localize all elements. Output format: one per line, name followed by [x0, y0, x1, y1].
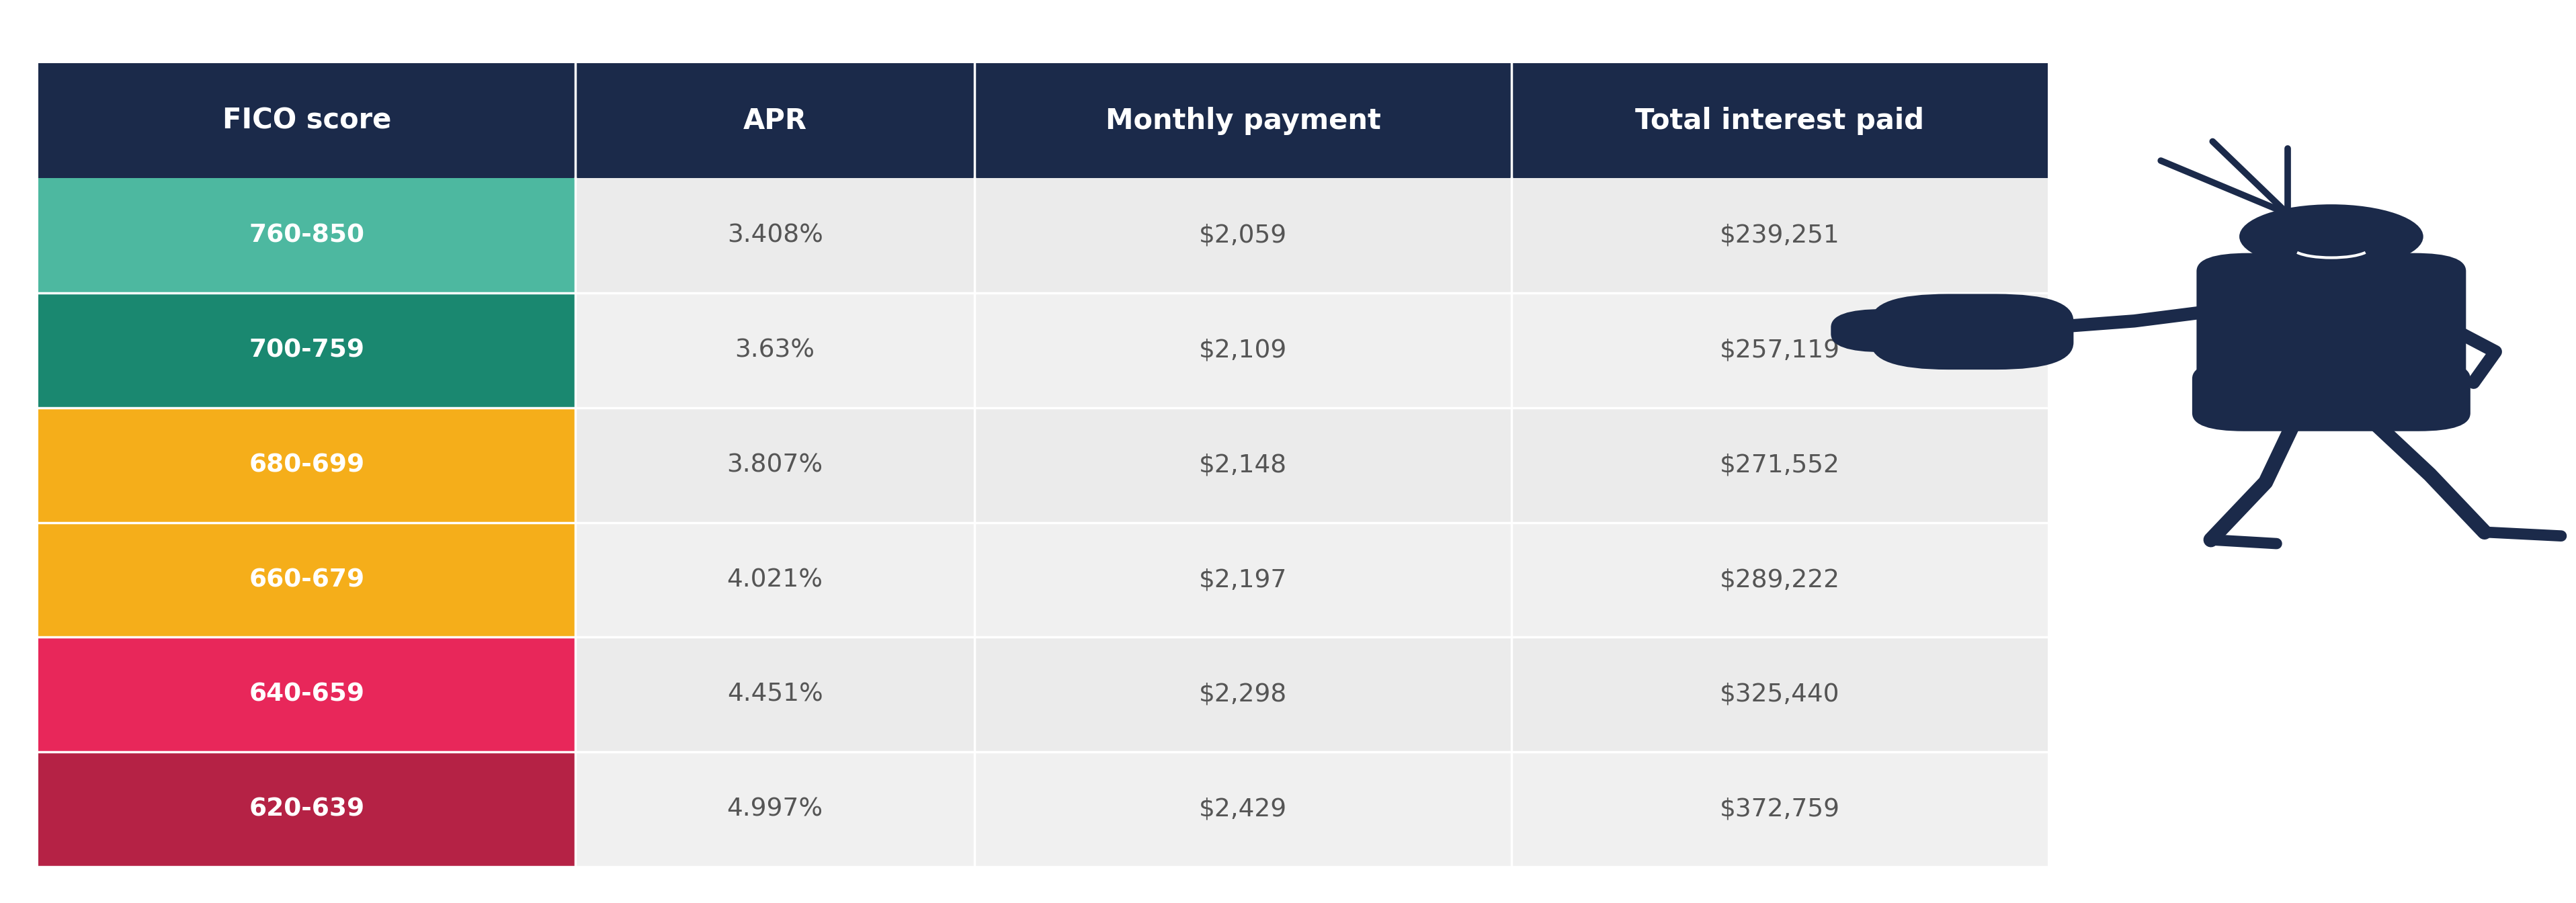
FancyBboxPatch shape [39, 63, 2048, 178]
Text: 3.63%: 3.63% [734, 338, 814, 362]
Text: $271,552: $271,552 [1721, 453, 1839, 477]
Circle shape [2239, 204, 2424, 269]
FancyBboxPatch shape [39, 752, 574, 867]
Text: 680-699: 680-699 [250, 453, 366, 477]
Text: Total interest paid: Total interest paid [1636, 107, 1924, 135]
FancyBboxPatch shape [39, 523, 574, 638]
FancyBboxPatch shape [574, 178, 2048, 293]
FancyBboxPatch shape [2197, 253, 2465, 408]
Text: $372,759: $372,759 [1721, 797, 1839, 822]
Text: $257,119: $257,119 [1721, 338, 1839, 362]
Text: 4.021%: 4.021% [726, 568, 824, 592]
FancyBboxPatch shape [1832, 309, 2009, 352]
FancyBboxPatch shape [39, 178, 574, 293]
FancyBboxPatch shape [574, 638, 2048, 752]
Text: $2,148: $2,148 [1198, 453, 1288, 477]
Text: APR: APR [742, 107, 806, 135]
Text: 660-679: 660-679 [250, 568, 366, 592]
Text: 4.451%: 4.451% [726, 683, 822, 707]
Text: 3.807%: 3.807% [726, 453, 824, 477]
Text: $2,109: $2,109 [1198, 338, 1288, 362]
Text: $2,298: $2,298 [1198, 683, 1288, 707]
Text: $289,222: $289,222 [1721, 568, 1839, 592]
FancyBboxPatch shape [39, 293, 574, 407]
Text: Monthly payment: Monthly payment [1105, 107, 1381, 135]
Text: 640-659: 640-659 [250, 683, 366, 707]
FancyBboxPatch shape [39, 407, 574, 523]
Text: $2,059: $2,059 [1198, 223, 1288, 247]
FancyBboxPatch shape [574, 523, 2048, 638]
Text: $239,251: $239,251 [1721, 223, 1839, 247]
FancyBboxPatch shape [1870, 294, 2074, 369]
Text: FICO score: FICO score [222, 107, 392, 135]
Text: $2,429: $2,429 [1198, 797, 1288, 822]
Text: 3.408%: 3.408% [726, 223, 822, 247]
FancyBboxPatch shape [39, 638, 574, 752]
Text: 760-850: 760-850 [250, 223, 366, 247]
Text: $2,197: $2,197 [1198, 568, 1288, 592]
Text: 700-759: 700-759 [250, 338, 366, 362]
FancyBboxPatch shape [574, 407, 2048, 523]
Text: $325,440: $325,440 [1721, 683, 1839, 707]
Text: 4.997%: 4.997% [726, 797, 824, 822]
FancyBboxPatch shape [574, 293, 2048, 407]
FancyBboxPatch shape [574, 752, 2048, 867]
Text: 620-639: 620-639 [250, 797, 366, 822]
FancyBboxPatch shape [2192, 360, 2470, 432]
